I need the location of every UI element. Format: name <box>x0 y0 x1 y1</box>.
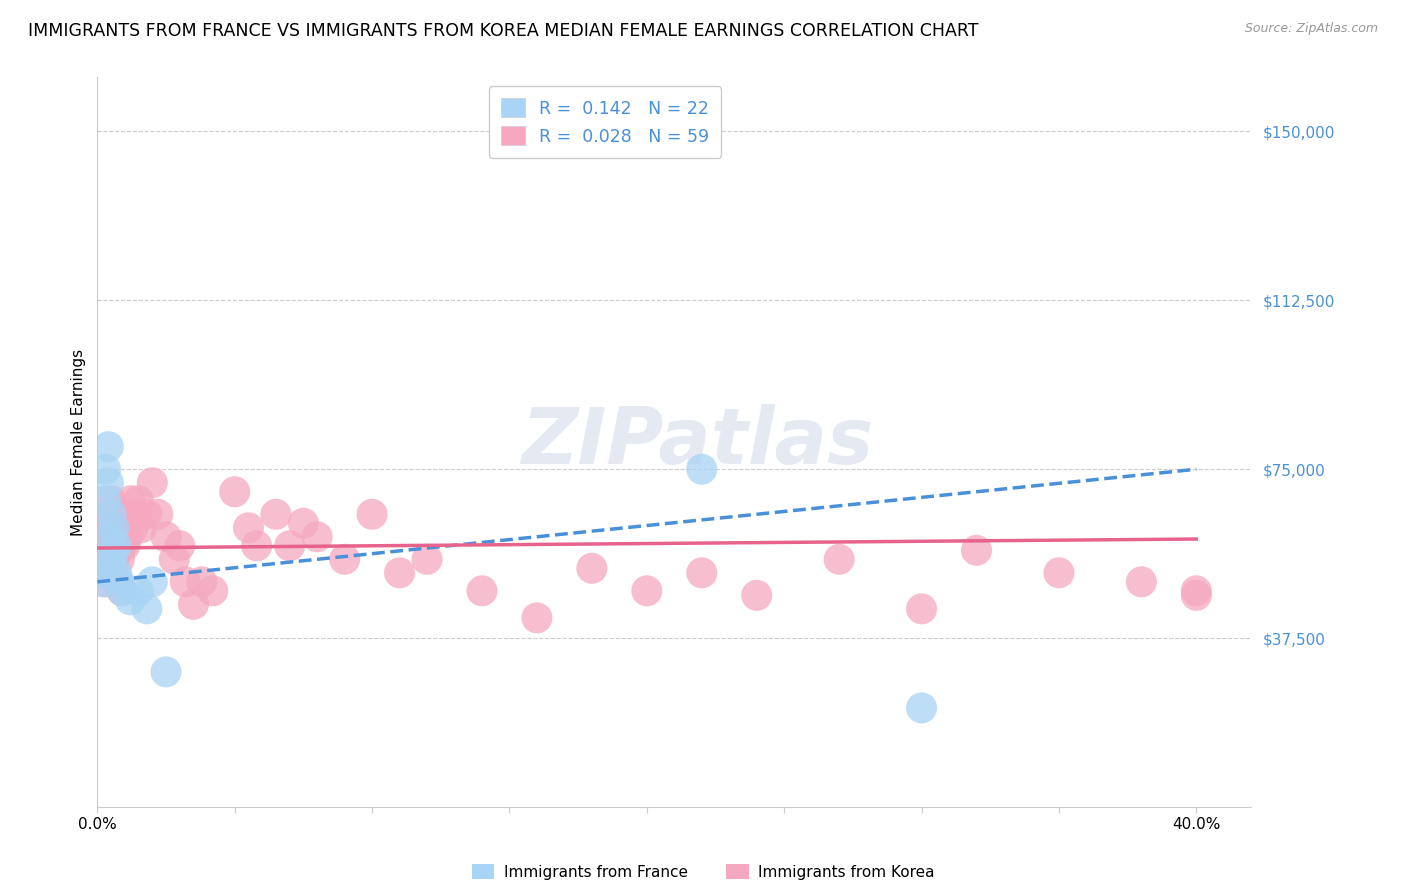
Point <box>94 462 117 476</box>
Point <box>128 583 150 598</box>
Point <box>333 552 356 566</box>
Point <box>89 566 111 580</box>
Point <box>97 440 120 454</box>
Point <box>174 574 197 589</box>
Point <box>169 539 191 553</box>
Point <box>828 552 851 566</box>
Legend: Immigrants from France, Immigrants from Korea: Immigrants from France, Immigrants from … <box>467 860 939 884</box>
Point <box>103 521 125 535</box>
Point <box>278 539 301 553</box>
Point <box>1185 588 1208 602</box>
Point <box>108 574 131 589</box>
Point <box>526 611 548 625</box>
Point <box>100 493 122 508</box>
Point <box>100 552 122 566</box>
Point <box>307 530 329 544</box>
Point <box>745 588 768 602</box>
Point <box>966 543 988 558</box>
Point <box>94 493 117 508</box>
Point <box>141 574 163 589</box>
Point <box>94 539 117 553</box>
Point <box>103 521 125 535</box>
Point <box>103 543 125 558</box>
Point <box>103 552 125 566</box>
Point <box>128 493 150 508</box>
Point <box>111 539 134 553</box>
Point <box>91 574 114 589</box>
Point <box>690 566 713 580</box>
Y-axis label: Median Female Earnings: Median Female Earnings <box>72 349 86 536</box>
Point <box>292 516 315 531</box>
Point <box>155 665 177 679</box>
Point <box>471 583 494 598</box>
Point <box>141 475 163 490</box>
Point <box>114 539 136 553</box>
Point <box>1130 574 1153 589</box>
Point <box>111 583 134 598</box>
Point <box>100 508 122 522</box>
Point <box>91 552 114 566</box>
Point <box>224 484 246 499</box>
Point <box>238 521 260 535</box>
Point <box>120 592 142 607</box>
Point <box>581 561 603 575</box>
Point <box>105 566 128 580</box>
Point <box>163 552 186 566</box>
Point <box>388 566 411 580</box>
Point <box>135 508 157 522</box>
Point <box>361 508 384 522</box>
Point <box>125 508 148 522</box>
Point <box>97 530 120 544</box>
Point <box>636 583 658 598</box>
Point <box>108 552 131 566</box>
Legend: R =  0.142   N = 22, R =  0.028   N = 59: R = 0.142 N = 22, R = 0.028 N = 59 <box>489 87 721 158</box>
Point <box>114 521 136 535</box>
Point <box>690 462 713 476</box>
Point <box>111 583 134 598</box>
Point <box>94 574 117 589</box>
Point <box>97 475 120 490</box>
Point <box>91 521 114 535</box>
Point <box>97 508 120 522</box>
Point <box>108 508 131 522</box>
Text: IMMIGRANTS FROM FRANCE VS IMMIGRANTS FROM KOREA MEDIAN FEMALE EARNINGS CORRELATI: IMMIGRANTS FROM FRANCE VS IMMIGRANTS FRO… <box>28 22 979 40</box>
Point <box>910 602 932 616</box>
Point <box>89 566 111 580</box>
Point <box>100 566 122 580</box>
Point <box>416 552 439 566</box>
Point <box>100 530 122 544</box>
Point <box>146 508 169 522</box>
Point <box>201 583 224 598</box>
Point <box>105 574 128 589</box>
Point <box>135 602 157 616</box>
Point <box>246 539 269 553</box>
Text: ZIPatlas: ZIPatlas <box>522 404 873 480</box>
Point <box>105 543 128 558</box>
Point <box>117 530 139 544</box>
Point <box>155 530 177 544</box>
Point <box>122 521 145 535</box>
Point <box>1185 583 1208 598</box>
Text: Source: ZipAtlas.com: Source: ZipAtlas.com <box>1244 22 1378 36</box>
Point <box>264 508 287 522</box>
Point <box>1047 566 1070 580</box>
Point <box>120 493 142 508</box>
Point <box>190 574 212 589</box>
Point <box>910 701 932 715</box>
Point <box>105 539 128 553</box>
Point <box>131 521 153 535</box>
Point <box>183 598 205 612</box>
